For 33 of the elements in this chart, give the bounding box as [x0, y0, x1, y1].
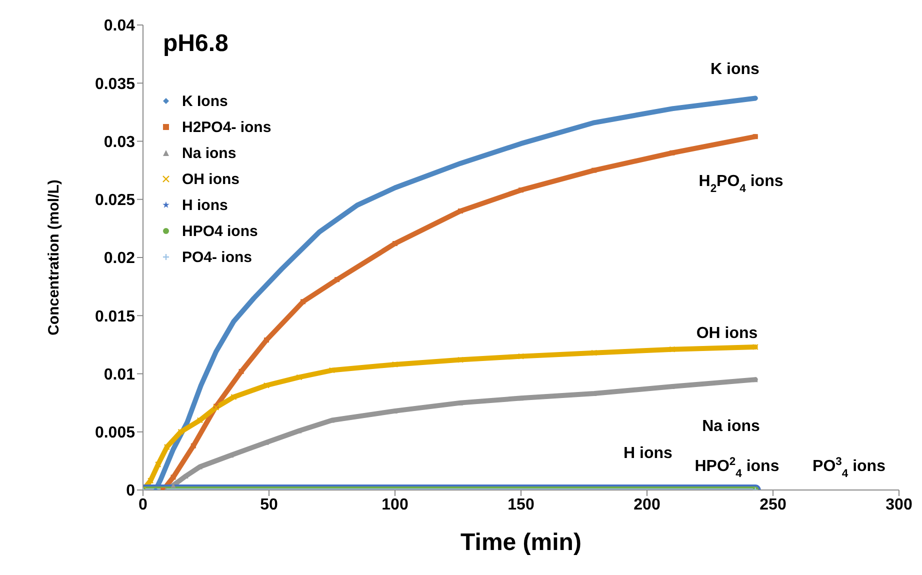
legend-label: Na ions — [182, 144, 236, 162]
x-tick-label: 250 — [760, 496, 786, 514]
legend-label: H2PO4- ions — [182, 118, 272, 136]
y-tick-label: 0 — [126, 482, 136, 500]
chart-title: pH6.8 — [163, 30, 228, 58]
x-axis-title: Time (min) — [460, 529, 582, 556]
annotation: PO$^{3}$$_{4}$ ions — [812, 456, 886, 480]
y-tick-label: 0.02 — [104, 250, 136, 268]
legend-label: H ions — [182, 196, 228, 214]
y-tick-label: 0.025 — [94, 192, 136, 210]
y-tick-label: 0.035 — [94, 76, 136, 93]
y-tick-label: 0.03 — [104, 134, 136, 151]
y-axis-title: Concentration (mol/L) — [45, 180, 62, 336]
y-tick-label: 0.015 — [94, 308, 136, 326]
x-tick-label: 0 — [138, 496, 148, 514]
y-tick-label: 0.005 — [94, 424, 136, 442]
x-tick-label: 50 — [260, 496, 278, 514]
legend-label: PO4- ions — [182, 248, 252, 266]
x-tick-label: 150 — [508, 496, 534, 514]
legend-label: HPO4 ions — [182, 222, 258, 240]
y-tick-label: 0.04 — [104, 18, 136, 35]
annotation: Na ions — [702, 418, 760, 435]
annotation: OH ions — [696, 325, 758, 342]
annotation: H$_{2}$PO$_{4}$ ions — [698, 173, 784, 195]
x-tick-label: 300 — [886, 496, 912, 514]
annotation: H ions — [624, 445, 673, 462]
legend-label: OH ions — [182, 170, 240, 188]
annotation: HPO$^{2}$$_{4}$ ions — [694, 456, 780, 480]
legend-label: K Ions — [182, 92, 228, 110]
x-tick-label: 100 — [382, 496, 408, 514]
y-tick-label: 0.01 — [104, 366, 136, 384]
x-tick-label: 200 — [634, 496, 660, 514]
annotation: K ions — [710, 61, 760, 78]
